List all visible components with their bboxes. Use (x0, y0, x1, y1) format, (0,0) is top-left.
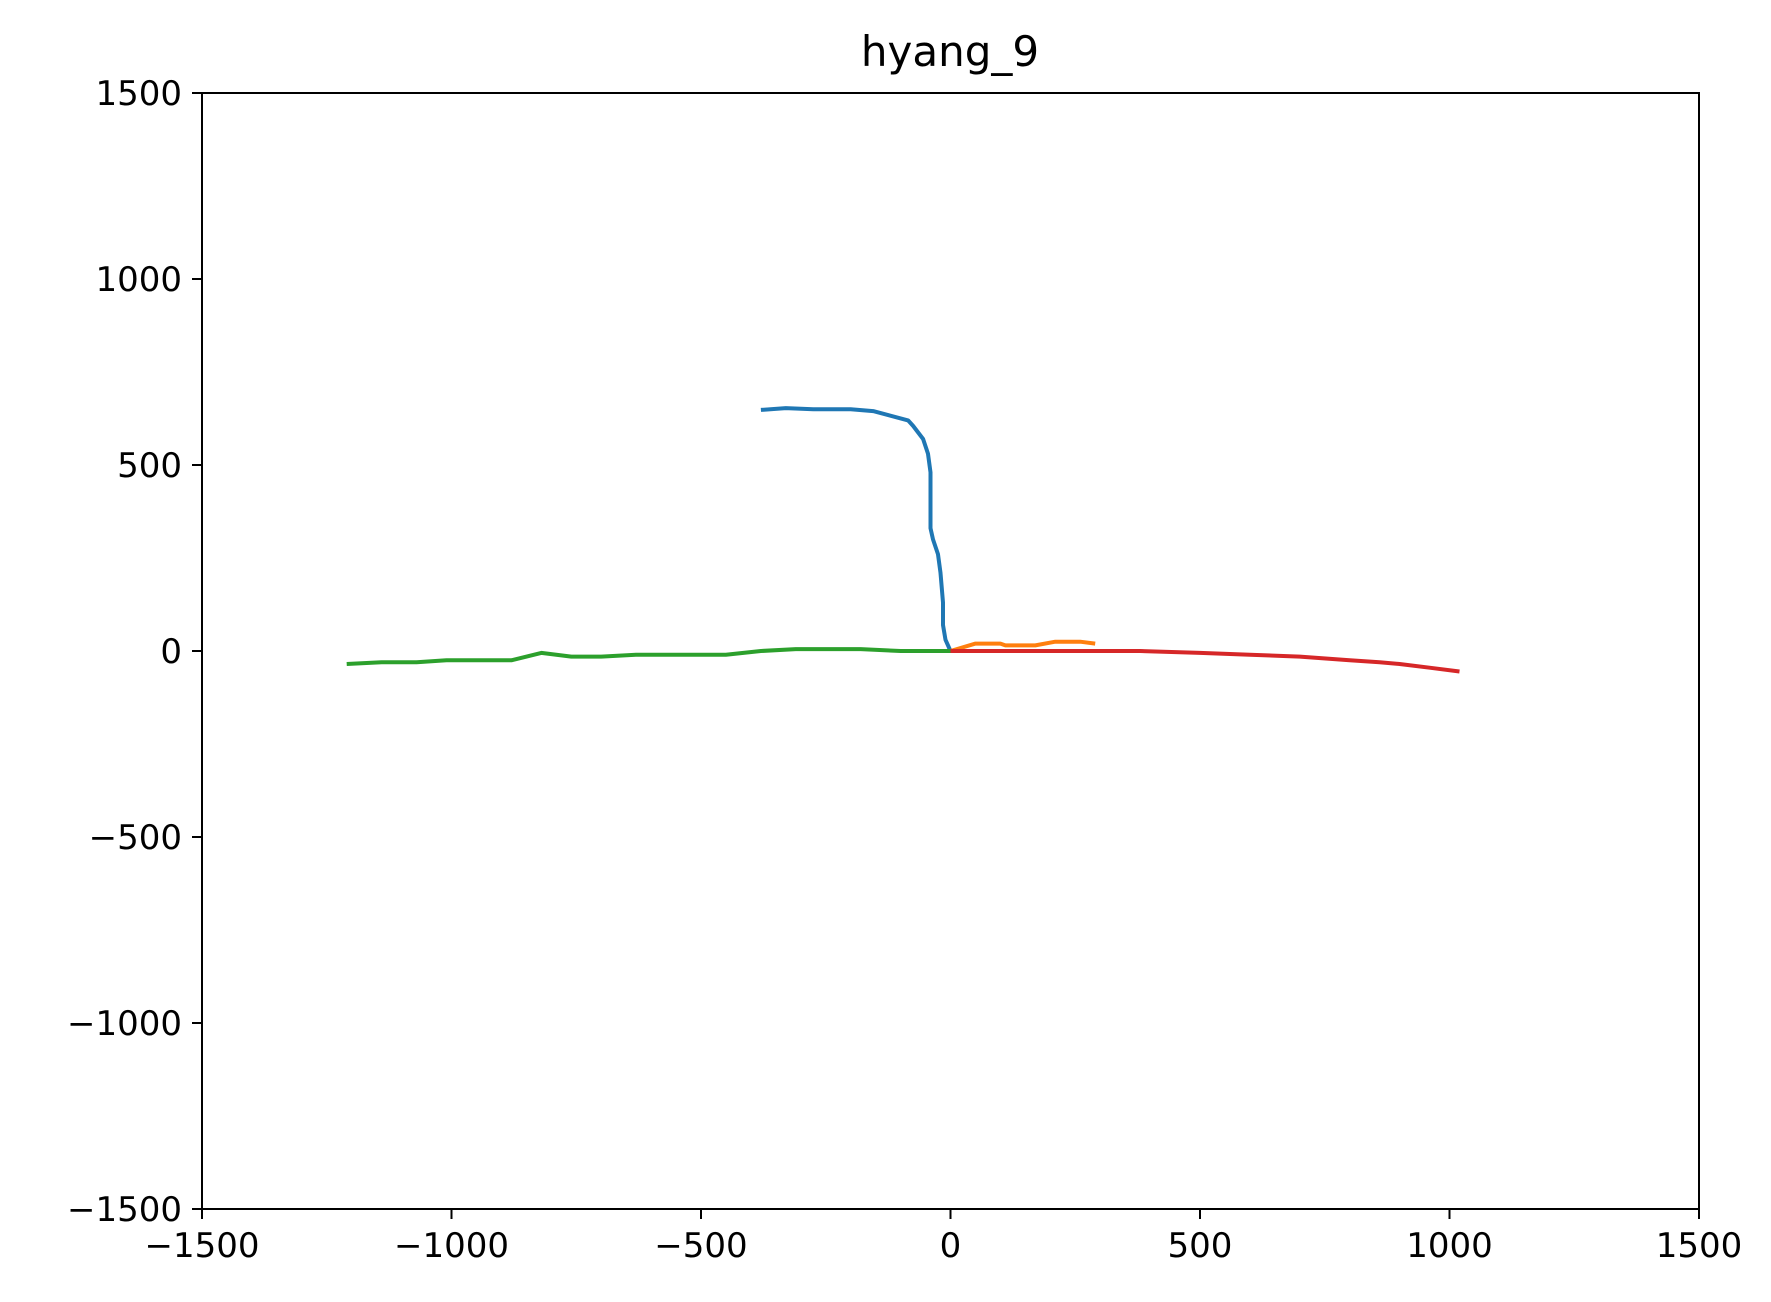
y-tick-label: 0 (160, 632, 182, 672)
y-tick-label: 1500 (95, 74, 182, 114)
y-tick-label: 1000 (95, 260, 182, 300)
series-layer (346, 406, 1460, 674)
y-tick-label: −1500 (67, 1190, 182, 1230)
series-line-2 (949, 639, 1096, 653)
y-tick-label: −1000 (67, 1004, 182, 1044)
x-tick-label: 500 (1168, 1226, 1233, 1266)
chart-title: hyang_9 (861, 27, 1039, 76)
x-tick-label: 0 (940, 1226, 962, 1266)
x-tick-label: −500 (654, 1226, 747, 1266)
x-tick-label: 1500 (1656, 1226, 1743, 1266)
x-tick-label: −1000 (394, 1226, 509, 1266)
x-tick-label: −1500 (144, 1226, 259, 1266)
series-line-4 (950, 649, 1460, 674)
series-line-3 (346, 647, 951, 666)
x-tick-label: 1000 (1406, 1226, 1493, 1266)
ticks-layer: −1500 −1000 −500 0 500 1000 1500 −1500 −1000 −500… (67, 74, 1742, 1266)
y-tick-label: −500 (89, 818, 182, 858)
y-tick-label: 500 (117, 446, 182, 486)
series-line-1 (760, 406, 953, 652)
